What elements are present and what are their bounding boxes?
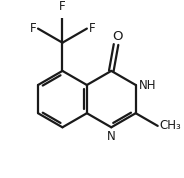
Text: NH: NH (139, 78, 156, 91)
Text: O: O (112, 30, 123, 43)
Text: N: N (107, 130, 116, 143)
Text: F: F (30, 22, 36, 35)
Text: CH₃: CH₃ (160, 119, 181, 132)
Text: F: F (88, 22, 95, 35)
Text: F: F (59, 0, 66, 13)
